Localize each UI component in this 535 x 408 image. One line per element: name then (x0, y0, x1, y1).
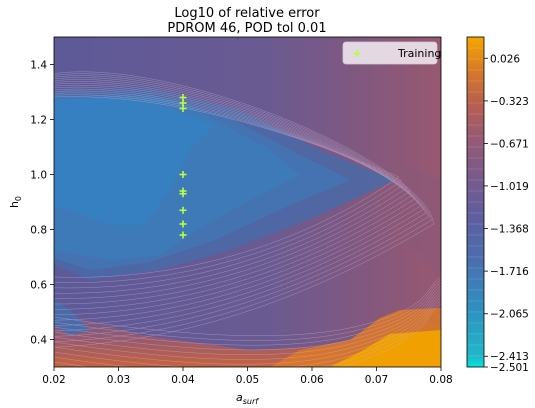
x-tick-label: 0.05 (236, 374, 259, 386)
training-point (179, 231, 187, 239)
training-point (179, 206, 187, 214)
contour-line (54, 291, 441, 360)
x-tick-label: 0.04 (171, 374, 195, 386)
y-tick-label: 1.0 (30, 170, 47, 182)
colorbar-tick-label: −2.065 (490, 309, 529, 321)
x-tick-label: 0.08 (429, 374, 452, 386)
y-tick-label: 0.6 (30, 280, 47, 292)
y-axis-label: h0 (8, 196, 23, 208)
y-tick-label: 0.4 (30, 335, 47, 347)
x-tick-label: 0.06 (300, 374, 324, 386)
colorbar-tick-label: −0.671 (490, 138, 529, 150)
contour-line (54, 90, 408, 294)
colorbar-tick-label: −2.501 (490, 362, 529, 374)
colorbar-tick-label: −1.019 (490, 181, 529, 193)
contour-line (54, 96, 400, 278)
colorbar: 0.026 −0.323 −0.671 −1.019 −1.368 −1.716 −2.06… (466, 36, 529, 374)
contour-line (54, 279, 441, 341)
colorbar-tick-label: −1.368 (490, 224, 529, 236)
x-tick-label: 0.03 (107, 374, 130, 386)
x-axis-label: asurf (236, 391, 259, 406)
y-tick-label: 0.8 (30, 225, 47, 237)
y-tick-label: 1.4 (30, 60, 47, 72)
contour-line (54, 276, 441, 336)
y-axis: 0.4 0.6 0.8 1.0 1.2 1.4 (30, 60, 54, 347)
colorbar-tick-label: −2.413 (490, 351, 529, 363)
training-point (179, 105, 187, 112)
contour-line (54, 73, 432, 343)
contour-line (54, 71, 435, 348)
chart-subtitle: PDROM 46, POD tol 0.01 (167, 21, 326, 36)
colorbar-tick-label: −1.716 (490, 266, 529, 278)
training-point (179, 171, 187, 178)
x-tick-label: 0.02 (42, 374, 65, 386)
colorbar-tick-label: 0.026 (490, 53, 520, 65)
training-point (179, 190, 187, 198)
contour-line (54, 79, 424, 326)
colorbar-tick-label: −0.323 (490, 96, 529, 108)
contour-line (54, 303, 441, 367)
legend: Training (342, 41, 441, 65)
contour-line (54, 288, 441, 355)
contour-line (54, 77, 427, 332)
training-point (179, 220, 187, 228)
contour-line (54, 92, 405, 289)
contour-line (54, 300, 441, 367)
legend-label: Training (397, 47, 441, 60)
contour-line (54, 285, 441, 351)
legend-marker (353, 50, 361, 57)
training-markers (179, 94, 187, 239)
contour-line (54, 297, 441, 367)
contour-line (54, 294, 441, 365)
contour-line (54, 94, 403, 283)
y-tick-label: 1.2 (30, 115, 47, 127)
x-axis: 0.02 0.03 0.04 0.05 0.06 0.07 0.08 (42, 367, 453, 386)
contour-line (54, 282, 441, 346)
x-tick-label: 0.07 (365, 374, 388, 386)
chart-title: Log10 of relative error (174, 6, 320, 21)
heatmap-plot-area (54, 37, 441, 367)
contour-line (54, 75, 430, 337)
